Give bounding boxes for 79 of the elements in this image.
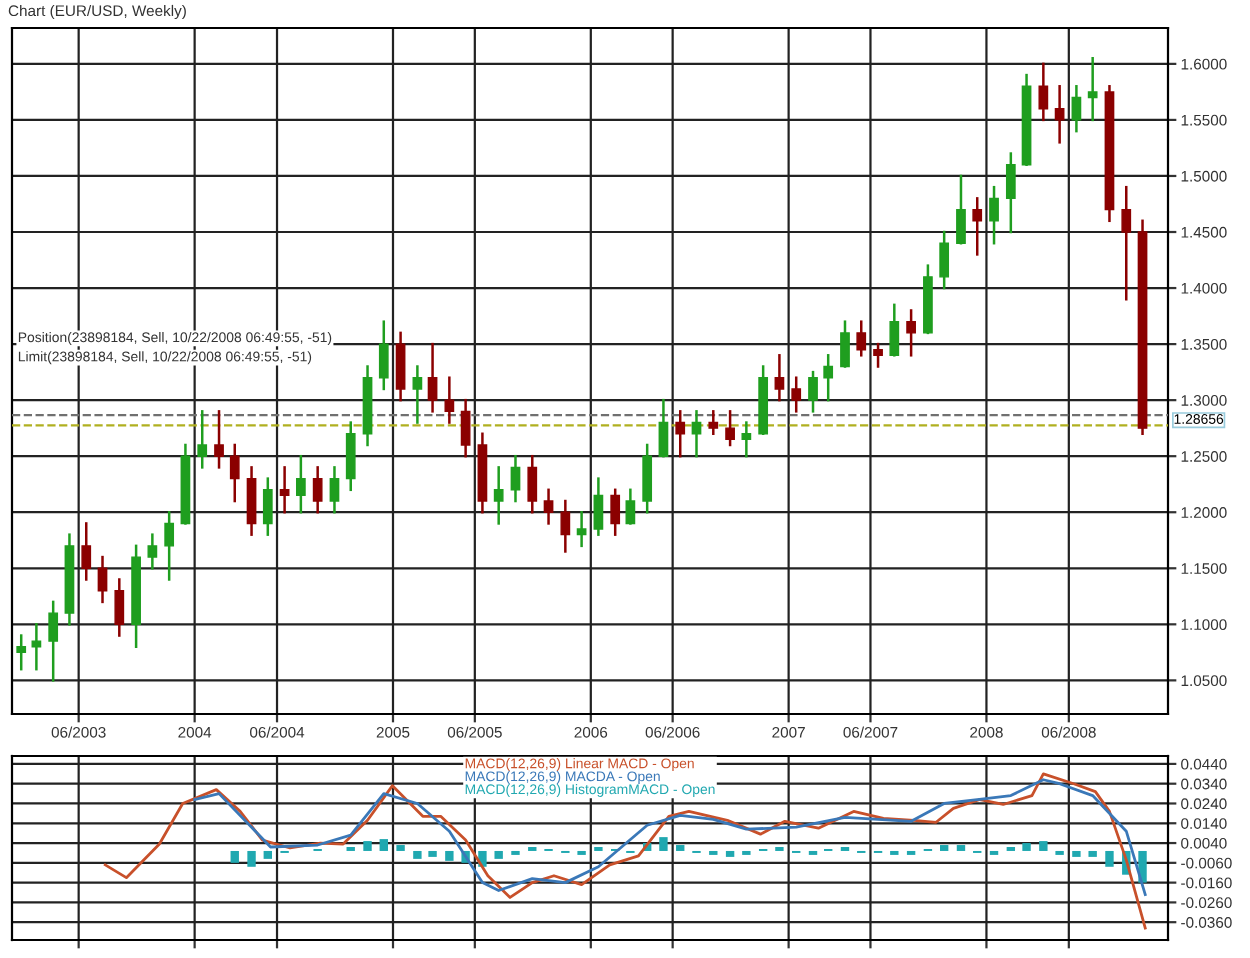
- candlestick: [31, 623, 42, 671]
- candlestick: [147, 533, 158, 570]
- candlestick: [164, 510, 175, 581]
- bar: [956, 845, 966, 851]
- candlestick: [395, 331, 406, 402]
- candlestick: [114, 578, 125, 637]
- candlestick: [279, 466, 290, 514]
- bar: [494, 850, 503, 859]
- bar: [230, 850, 239, 863]
- candlestick: [741, 421, 752, 458]
- candlestick: [610, 488, 621, 536]
- candlestick: [16, 634, 27, 671]
- candlestick: [312, 466, 323, 514]
- bar: [939, 845, 949, 851]
- candlestick: [527, 454, 538, 514]
- candlestick: [378, 320, 389, 391]
- candlestick: [1038, 62, 1049, 122]
- candlestick: [675, 410, 686, 458]
- candlestick: [840, 320, 850, 368]
- candlestick: [97, 555, 108, 604]
- bar: [1072, 850, 1081, 857]
- bar: [659, 837, 668, 851]
- candlestick: [444, 376, 455, 424]
- bar: [428, 850, 437, 857]
- bar: [379, 839, 388, 851]
- bar: [676, 845, 685, 851]
- candlestick: [1121, 185, 1132, 301]
- candlestick: [1071, 85, 1082, 133]
- candlestick: [560, 499, 571, 553]
- candlestick: [427, 342, 438, 413]
- candlestick: [823, 354, 834, 402]
- candlestick: [939, 230, 950, 290]
- candlestick: [295, 454, 306, 514]
- candlestick: [229, 443, 240, 503]
- candlestick: [197, 410, 208, 469]
- candlestick: [329, 466, 340, 514]
- candlestick: [873, 342, 883, 368]
- candlestick: [725, 410, 735, 447]
- candlestick: [262, 477, 273, 536]
- bar: [263, 850, 273, 859]
- candlestick: [576, 510, 587, 548]
- candlestick: [1087, 57, 1098, 122]
- candlestick: [625, 488, 636, 525]
- candlestick: [1054, 85, 1065, 144]
- candlestick: [214, 410, 224, 469]
- candlestick: [791, 376, 802, 413]
- candlestick: [989, 185, 999, 245]
- bar: [725, 850, 735, 857]
- candlestick: [906, 309, 916, 357]
- candlestick: [1005, 152, 1016, 234]
- bar: [1039, 841, 1048, 851]
- candlestick: [460, 398, 471, 458]
- candlestick: [48, 600, 59, 682]
- candlestick: [658, 398, 669, 458]
- candlestick: [593, 477, 604, 536]
- bar: [363, 841, 372, 851]
- bar: [247, 850, 256, 867]
- bar: [1022, 843, 1031, 851]
- bar: [1088, 850, 1097, 857]
- line-series: [103, 772, 1147, 930]
- candlestick: [543, 488, 554, 525]
- candlestick: [889, 303, 900, 357]
- candlestick: [510, 454, 521, 503]
- candlestick: [856, 320, 867, 357]
- candlestick: [345, 421, 356, 492]
- candlestick: [956, 174, 966, 245]
- candlestick: [412, 365, 423, 424]
- candlestick: [972, 197, 983, 256]
- bar: [396, 845, 405, 851]
- candlestick: [708, 410, 719, 436]
- candlestick: [774, 354, 785, 402]
- candlestick: [493, 466, 504, 525]
- candlestick: [246, 466, 257, 536]
- bar: [445, 850, 454, 861]
- bar: [413, 850, 422, 859]
- bar: [1105, 850, 1114, 867]
- candlestick: [81, 522, 92, 581]
- candlestick: [808, 370, 818, 413]
- candlestick: [642, 443, 653, 514]
